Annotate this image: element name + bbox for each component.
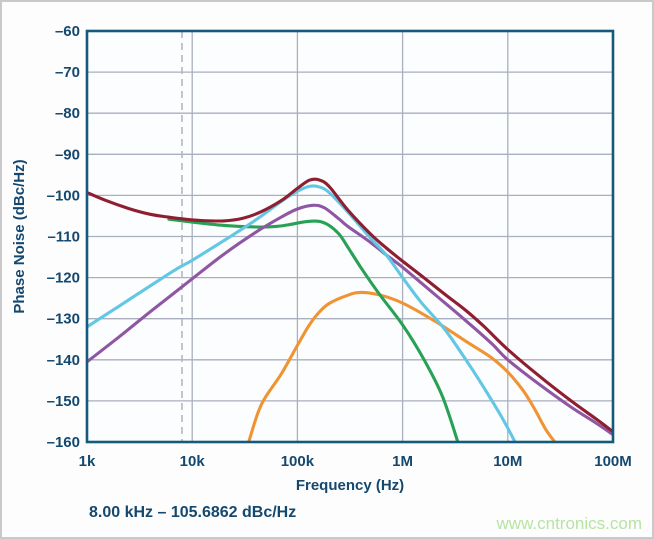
y-tick-label: –110	[47, 229, 80, 246]
y-tick-label: –80	[55, 105, 80, 122]
series-layer	[87, 177, 613, 442]
series-dark_red-curve	[87, 177, 613, 434]
y-tick-label: –60	[55, 23, 80, 40]
series-purple-curve	[87, 203, 613, 437]
y-tick-label: –70	[55, 64, 80, 81]
marker-annotation: 8.00 kHz – 105.6862 dBc/Hz	[89, 504, 296, 521]
x-tick-label: 100k	[281, 453, 315, 470]
y-tick-label: –120	[47, 270, 80, 287]
y-tick-label: –150	[47, 393, 80, 410]
x-axis-title: Frequency (Hz)	[296, 477, 404, 494]
x-tick-label: 1M	[392, 453, 413, 470]
y-axis-title: Phase Noise (dBc/Hz)	[11, 159, 28, 313]
x-tick-labels: 1k 10k 100k 1M 10M 100M	[79, 453, 632, 470]
x-tick-label: 100M	[594, 453, 632, 470]
y-tick-label: –100	[47, 187, 80, 204]
x-tick-label: 1k	[79, 453, 96, 470]
series-light_blue-curve	[87, 184, 517, 442]
y-tick-label: –130	[47, 311, 80, 328]
series-orange-curve	[247, 290, 557, 442]
x-tick-label: 10M	[493, 453, 522, 470]
y-tick-label: –90	[55, 146, 80, 163]
y-tick-label: –140	[47, 352, 80, 369]
plot-border	[85, 29, 615, 444]
x-tick-label: 10k	[180, 453, 206, 470]
watermark: www.cntronics.com	[496, 514, 642, 533]
y-tick-labels: –60 –70 –80 –90 –100 –110 –120 –130 –140 –150 –160	[47, 23, 80, 451]
grid-layer	[87, 31, 613, 442]
y-tick-label: –160	[47, 434, 80, 451]
